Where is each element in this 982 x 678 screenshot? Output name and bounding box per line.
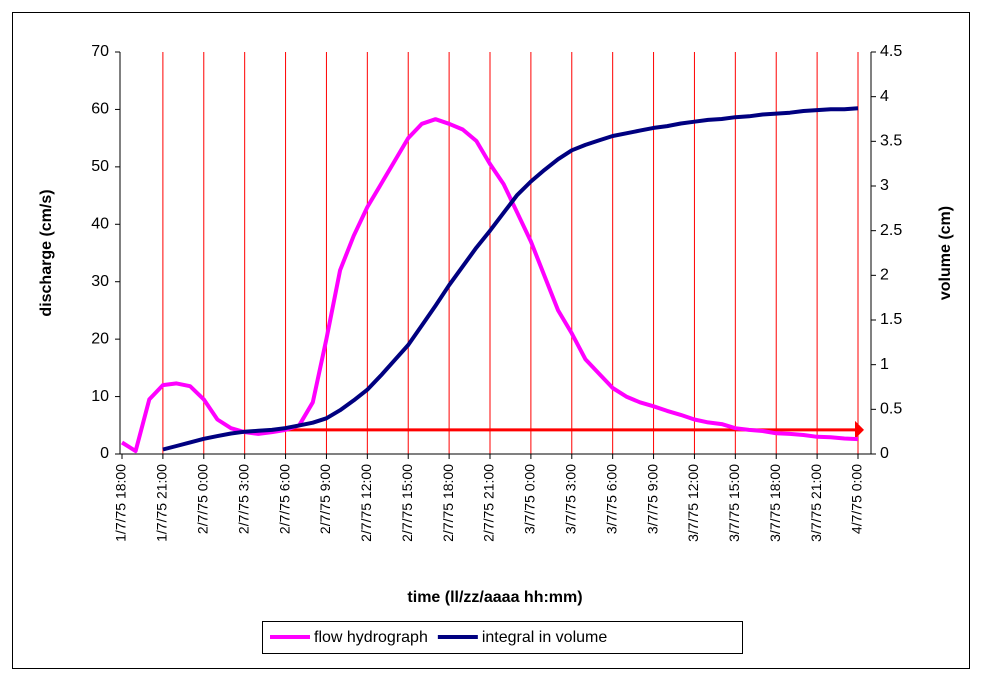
x-tick-label: 2/7/75 21:00 (481, 464, 497, 542)
x-tick-label: 2/7/75 9:00 (317, 464, 333, 534)
y2-tick-label: 0.5 (880, 401, 902, 418)
y2-tick-label: 1.5 (880, 311, 902, 328)
legend-box (262, 621, 743, 654)
x-tick-label: 2/7/75 3:00 (235, 464, 251, 534)
y-tick-label: 20 (91, 330, 109, 347)
x-tick-label: 3/7/75 3:00 (562, 464, 578, 534)
x-tick-label: 2/7/75 18:00 (440, 464, 456, 542)
x-tick-label: 3/7/75 21:00 (808, 464, 824, 542)
y-tick-label: 70 (91, 43, 109, 60)
legend-label: integral in volume (482, 629, 608, 646)
y2-tick-label: 1 (880, 356, 889, 373)
x-tick-label: 3/7/75 9:00 (644, 464, 660, 534)
y-tick-label: 30 (91, 273, 109, 290)
y-tick-label: 0 (100, 445, 109, 462)
x-tick-label: 2/7/75 6:00 (276, 464, 292, 534)
legend-label: flow hydrograph (314, 629, 428, 646)
y2-tick-label: 2 (880, 267, 889, 284)
y2-tick-label: 3 (880, 177, 889, 194)
chart-border (12, 12, 970, 669)
y2-tick-label: 2.5 (880, 222, 902, 239)
y2-tick-label: 3.5 (880, 133, 902, 150)
x-tick-label: 3/7/75 12:00 (685, 464, 701, 542)
x-tick-label: 1/7/75 18:00 (113, 464, 129, 542)
x-tick-label: 3/7/75 18:00 (767, 464, 783, 542)
x-tick-label: 3/7/75 6:00 (603, 464, 619, 534)
y-tick-label: 60 (91, 101, 109, 118)
y2-tick-label: 4 (880, 88, 889, 105)
y-axis-title: discharge (cm/s) (38, 189, 55, 316)
x-tick-label: 1/7/75 21:00 (154, 464, 170, 542)
y2-tick-label: 4.5 (880, 43, 902, 60)
x-tick-label: 4/7/75 0:00 (849, 464, 865, 534)
x-tick-label: 2/7/75 15:00 (399, 464, 415, 542)
y-tick-label: 10 (91, 388, 109, 405)
x-tick-label: 2/7/75 12:00 (358, 464, 374, 542)
y2-axis-title: volume (cm) (937, 206, 954, 300)
x-axis-title: time (ll/zz/aaaa hh:mm) (407, 589, 582, 606)
x-tick-label: 3/7/75 15:00 (726, 464, 742, 542)
y2-tick-label: 0 (880, 445, 889, 462)
series-line (162, 106, 859, 452)
x-tick-label: 3/7/75 0:00 (522, 464, 538, 534)
y-tick-label: 50 (91, 158, 109, 175)
x-tick-label: 2/7/75 0:00 (194, 464, 210, 534)
y-tick-label: 40 (91, 216, 109, 233)
